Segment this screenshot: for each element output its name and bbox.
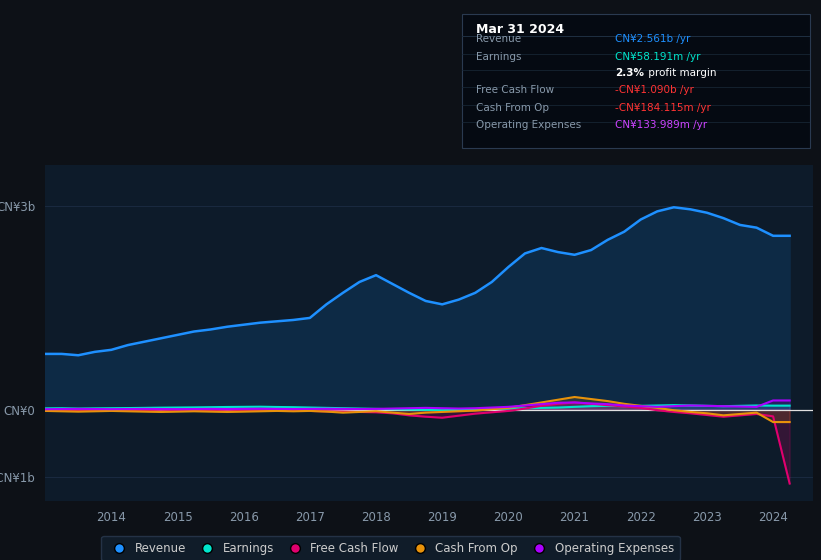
Text: Operating Expenses: Operating Expenses [476, 120, 581, 130]
Text: Earnings: Earnings [476, 53, 521, 62]
Text: 2.3%: 2.3% [616, 68, 644, 78]
Text: Mar 31 2024: Mar 31 2024 [476, 24, 564, 36]
Text: -CN¥1.090b /yr: -CN¥1.090b /yr [616, 85, 695, 95]
Text: profit margin: profit margin [645, 68, 717, 78]
Text: -CN¥184.115m /yr: -CN¥184.115m /yr [616, 103, 711, 113]
Text: CN¥133.989m /yr: CN¥133.989m /yr [616, 120, 708, 130]
Legend: Revenue, Earnings, Free Cash Flow, Cash From Op, Operating Expenses: Revenue, Earnings, Free Cash Flow, Cash … [102, 536, 680, 560]
Text: Free Cash Flow: Free Cash Flow [476, 85, 554, 95]
Text: Revenue: Revenue [476, 34, 521, 44]
Text: CN¥2.561b /yr: CN¥2.561b /yr [616, 34, 690, 44]
Text: Cash From Op: Cash From Op [476, 103, 549, 113]
FancyBboxPatch shape [462, 14, 810, 148]
Text: CN¥58.191m /yr: CN¥58.191m /yr [616, 53, 701, 62]
